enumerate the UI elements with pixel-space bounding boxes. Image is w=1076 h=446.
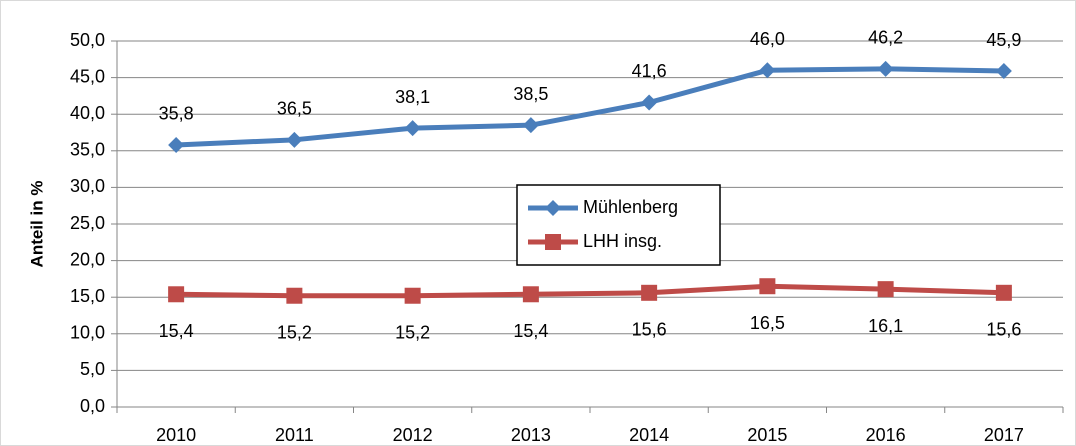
data-label: 15,6 <box>986 320 1021 340</box>
data-label: 16,1 <box>868 316 903 336</box>
data-label: 46,0 <box>750 29 785 49</box>
marker <box>522 117 539 134</box>
y-tick-label: 15,0 <box>70 286 105 306</box>
data-label: 35,8 <box>159 104 194 124</box>
x-tick-label: 2015 <box>747 425 787 445</box>
marker <box>641 94 658 111</box>
marker <box>759 62 776 79</box>
marker <box>877 281 894 298</box>
marker <box>545 234 561 250</box>
y-tick-label: 0,0 <box>80 396 105 416</box>
y-tick-label: 35,0 <box>70 140 105 160</box>
data-label: 36,5 <box>277 99 312 119</box>
marker <box>404 287 421 304</box>
marker <box>545 200 561 216</box>
y-tick-label: 10,0 <box>70 323 105 343</box>
line-series <box>176 66 1004 148</box>
marker <box>168 286 185 303</box>
marker <box>877 60 894 77</box>
data-label: 15,2 <box>395 322 430 342</box>
x-tick-label: 2010 <box>156 425 196 445</box>
marker <box>995 63 1012 80</box>
data-label: 15,6 <box>632 320 667 340</box>
data-label: 15,2 <box>277 322 312 342</box>
marker <box>641 284 658 301</box>
y-tick-label: 50,0 <box>70 30 105 50</box>
marker <box>168 136 185 153</box>
x-tick-label: 2011 <box>275 425 314 445</box>
y-tick-label: 45,0 <box>70 66 105 86</box>
marker <box>286 131 303 148</box>
data-label: 15,4 <box>159 321 194 341</box>
x-tick-label: 2016 <box>866 425 906 445</box>
y-axis-label: Anteil in % <box>27 181 46 268</box>
y-tick-label: 5,0 <box>80 359 105 379</box>
x-tick-label: 2017 <box>984 425 1024 445</box>
data-label: 46,2 <box>868 28 903 48</box>
marker <box>759 278 776 295</box>
legend-label: Mühlenberg <box>583 197 678 217</box>
line-series <box>176 283 1004 299</box>
legend-box <box>516 184 721 266</box>
x-tick-label: 2012 <box>393 425 433 445</box>
data-label: 38,1 <box>395 87 430 107</box>
x-tick-label: 2013 <box>511 425 551 445</box>
data-label: 16,5 <box>750 313 785 333</box>
data-label: 45,9 <box>986 30 1021 50</box>
marker <box>995 284 1012 301</box>
legend: Mühlenberg LHH insg. <box>516 184 721 266</box>
y-tick-label: 30,0 <box>70 176 105 196</box>
data-label: 41,6 <box>632 61 667 81</box>
marker <box>286 287 303 304</box>
y-tick-label: 40,0 <box>70 103 105 123</box>
legend-label: LHH insg. <box>583 231 662 251</box>
data-label: 38,5 <box>513 84 548 104</box>
data-label: 15,4 <box>513 321 548 341</box>
marker <box>404 120 421 137</box>
marker <box>522 286 539 303</box>
y-tick-label: 25,0 <box>70 213 105 233</box>
y-tick-label: 20,0 <box>70 249 105 269</box>
x-tick-label: 2014 <box>629 425 669 445</box>
